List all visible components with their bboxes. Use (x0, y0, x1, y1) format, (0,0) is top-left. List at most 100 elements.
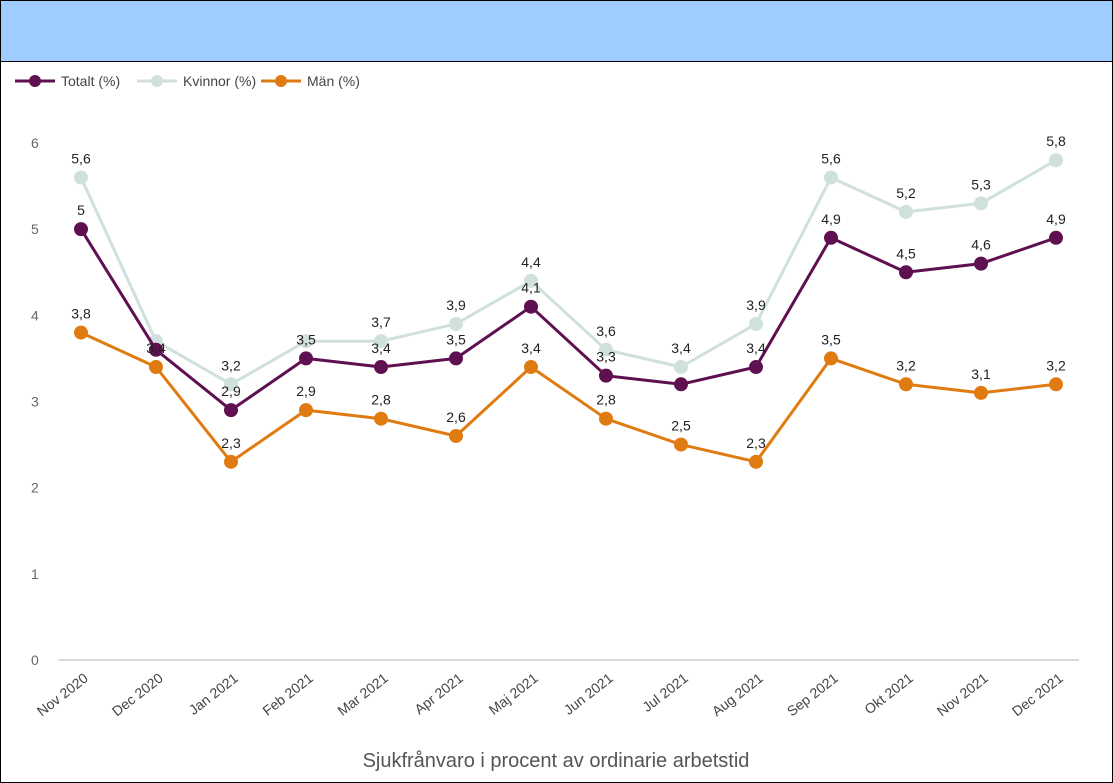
series-1 (74, 153, 1063, 392)
x-axis: Nov 2020 Dec 2020 Jan 2021 Feb 2021 Mar 2021… (34, 659, 1079, 720)
data-label: 2,8 (596, 392, 616, 408)
series-line (80, 331, 1057, 464)
series-2 (74, 325, 1063, 469)
series-line (79, 228, 1057, 412)
data-point (974, 385, 988, 400)
x-tick-label: Mar 2021 (334, 670, 391, 719)
data-point (1049, 377, 1063, 392)
data-point (449, 316, 463, 331)
data-label: 4,5 (896, 245, 916, 261)
legend-item: Totalt (%) (15, 73, 120, 89)
data-label: 2,3 (221, 435, 241, 451)
y-axis: 0 1 2 3 4 5 6 (31, 135, 39, 668)
data-label: 5,2 (896, 185, 916, 201)
data-point (599, 342, 613, 357)
data-point (374, 411, 388, 426)
data-label: 4,9 (1046, 211, 1066, 227)
data-point (449, 351, 463, 366)
data-point (224, 454, 238, 469)
data-label: 3,4 (146, 340, 166, 356)
x-tick-label: Nov 2020 (34, 670, 91, 720)
y-tick-label: 5 (31, 221, 39, 237)
data-point (74, 222, 88, 237)
data-label: 3,4 (371, 340, 391, 356)
data-point (299, 334, 313, 349)
legend: Totalt (%) Kvinnor (%) Män (%) (15, 73, 360, 89)
data-point (749, 360, 763, 375)
data-point (899, 377, 913, 392)
data-label: 3,2 (896, 357, 916, 373)
data-label: 3,4 (521, 340, 541, 356)
legend-label: Totalt (%) (61, 73, 120, 89)
data-point (974, 196, 988, 211)
data-point (524, 299, 538, 314)
data-point (374, 334, 388, 349)
data-label: 4,9 (821, 211, 841, 227)
data-point (674, 377, 688, 392)
data-point (824, 351, 838, 366)
data-point (974, 256, 988, 271)
data-point (599, 411, 613, 426)
data-label: 3,2 (221, 357, 241, 373)
data-point (824, 230, 838, 245)
data-point (299, 351, 313, 366)
data-point (824, 170, 838, 185)
y-tick-label: 2 (31, 480, 39, 496)
data-label: 3,8 (71, 306, 91, 322)
data-label: 3,5 (821, 331, 841, 347)
legend-label: Män (%) (307, 73, 360, 89)
legend-marker (151, 75, 163, 87)
x-tick-label: Sep 2021 (784, 670, 841, 720)
data-point (749, 316, 763, 331)
legend-item: Kvinnor (%) (137, 73, 256, 89)
y-tick-label: 6 (31, 135, 39, 151)
data-label: 4,4 (521, 254, 541, 270)
data-point (599, 368, 613, 383)
y-tick-label: 3 (31, 394, 39, 410)
data-label: 5,6 (71, 150, 91, 166)
x-tick-label: Maj 2021 (486, 670, 541, 718)
data-point (449, 428, 463, 443)
data-point (674, 360, 688, 375)
data-label: 3,4 (671, 340, 691, 356)
data-point (74, 325, 88, 340)
y-tick-label: 0 (31, 652, 39, 668)
data-point (149, 360, 163, 375)
data-label: 5,3 (971, 176, 991, 192)
x-axis-title: Sjukfrånvaro i procent av ordinarie arbe… (363, 750, 750, 772)
data-label: 2,6 (446, 409, 466, 425)
x-tick-label: Nov 2021 (934, 670, 991, 720)
series-line (79, 158, 1057, 386)
data-label: 3,3 (596, 349, 616, 365)
data-point (1049, 153, 1063, 168)
x-tick-label: Dec 2020 (109, 670, 166, 720)
data-point (524, 273, 538, 288)
y-tick-label: 1 (31, 566, 39, 582)
data-label: 3,2 (1046, 357, 1066, 373)
data-label: 3,5 (446, 331, 466, 347)
data-label: 2,9 (221, 383, 241, 399)
series-0 (74, 222, 1063, 418)
data-label: 3,1 (971, 366, 991, 382)
data-label: 5,8 (1046, 133, 1066, 149)
x-tick-label: Aug 2021 (709, 670, 766, 720)
legend-marker (275, 75, 287, 87)
x-tick-label: Jan 2021 (186, 670, 241, 718)
data-label: 5,6 (821, 150, 841, 166)
data-labels: 5 2,9 3,5 3,4 3,5 4,1 3,3 3,4 4,9 4,5 4,6 4,9 5,6 3,2… (71, 133, 1066, 451)
data-point (524, 360, 538, 375)
data-label: 4,1 (521, 280, 541, 296)
data-label: 3,4 (746, 340, 766, 356)
data-label: 2,5 (671, 418, 691, 434)
data-label: 3,7 (371, 314, 391, 330)
data-point (74, 170, 88, 185)
x-tick-label: Feb 2021 (259, 670, 316, 719)
series-layer (74, 153, 1063, 469)
x-tick-label: Apr 2021 (411, 670, 466, 718)
data-point (899, 265, 913, 280)
legend-marker (29, 75, 41, 87)
x-tick-label: Dec 2021 (1009, 670, 1066, 720)
header-bar (1, 1, 1112, 62)
